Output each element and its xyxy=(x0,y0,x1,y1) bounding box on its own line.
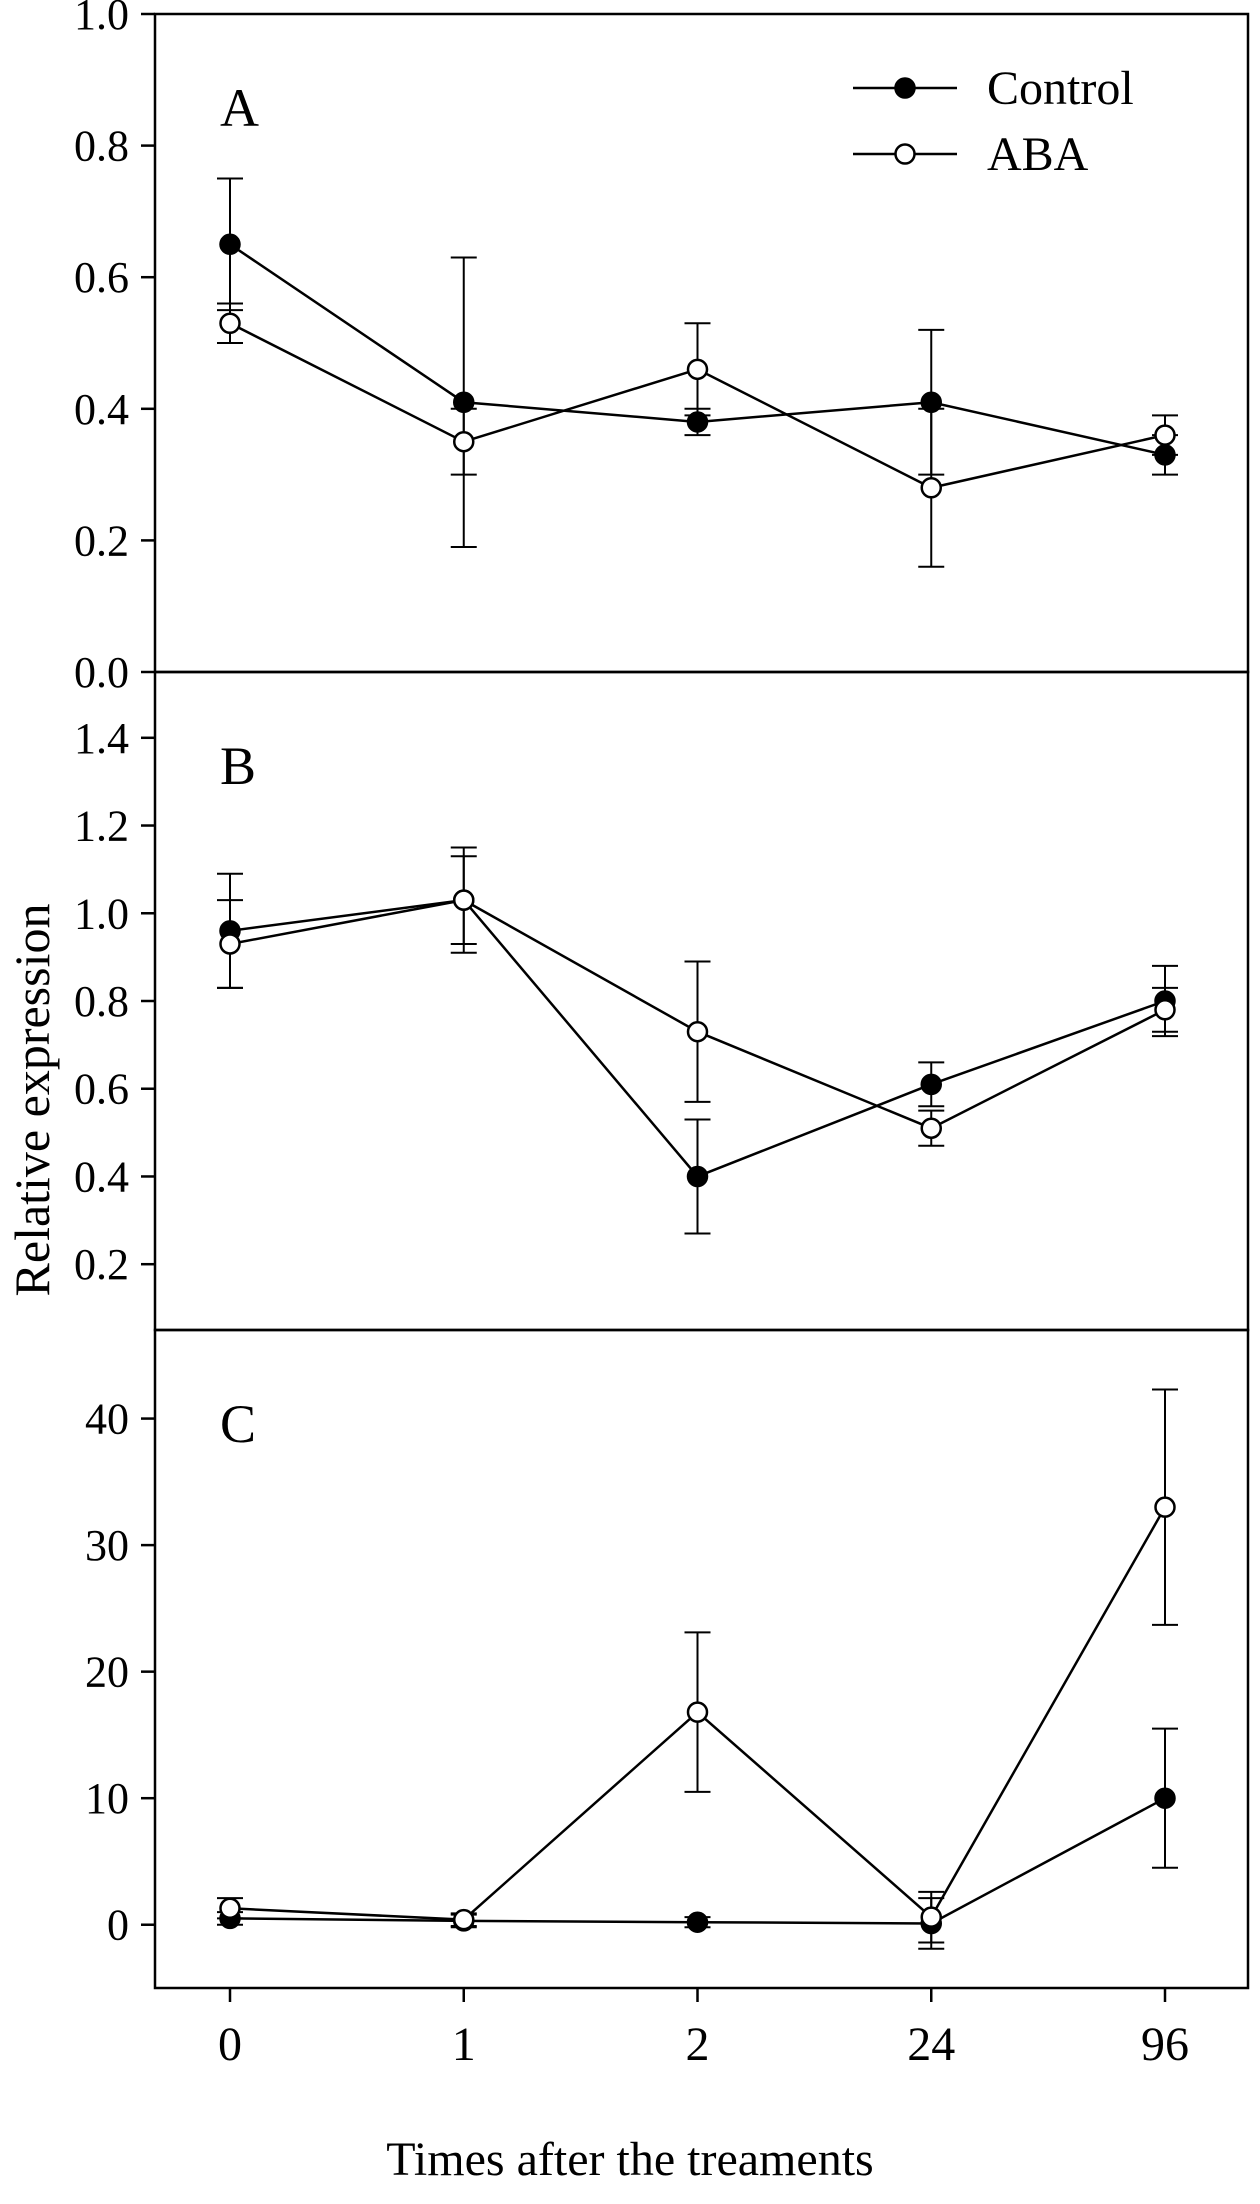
panel-letter: C xyxy=(220,1394,256,1454)
data-point-aba xyxy=(453,1908,475,1931)
series-aba xyxy=(217,846,1178,1147)
y-tick-label: 0.8 xyxy=(74,977,129,1026)
y-tick-label: 0.6 xyxy=(74,253,129,302)
data-point-control xyxy=(686,1165,709,1188)
y-axis-title: Relative expression xyxy=(4,903,60,1297)
y-tick-label: 10 xyxy=(85,1774,129,1823)
y-tick-label: 1.4 xyxy=(74,714,129,763)
y-tick-label: 0 xyxy=(107,1901,129,1950)
data-point-aba xyxy=(920,1117,942,1139)
legend-marker-aba xyxy=(894,143,916,165)
x-tick-label: 24 xyxy=(907,2018,955,2071)
panel-frame xyxy=(153,1328,1250,1990)
y-tick-label: 1.0 xyxy=(74,889,129,938)
data-point-aba xyxy=(1154,1496,1176,1518)
legend-label-control: Control xyxy=(987,62,1134,115)
y-tick-label: 0.2 xyxy=(74,1240,129,1289)
data-point-aba xyxy=(1154,424,1176,446)
data-point-aba xyxy=(686,1020,709,1043)
y-tick-label: 1.0 xyxy=(74,0,129,39)
data-point-control xyxy=(219,233,241,256)
data-point-aba xyxy=(453,430,475,453)
y-tick-label: 0.2 xyxy=(74,516,129,565)
legend-marker-control xyxy=(894,77,916,99)
data-point-aba xyxy=(219,933,241,955)
panel-C: 0 10 20 30 40 C xyxy=(85,1328,1250,1990)
series-aba xyxy=(217,1388,1178,1944)
x-tick-label: 2 xyxy=(686,2018,710,2071)
y-tick-label: 30 xyxy=(85,1521,129,1570)
data-point-aba xyxy=(920,1906,942,1928)
panel-frame xyxy=(153,670,1250,1332)
legend: Control ABA xyxy=(853,62,1134,181)
series-line-control xyxy=(229,1797,1166,1925)
data-point-control xyxy=(686,1911,709,1933)
y-tick-label: 0.6 xyxy=(74,1065,129,1114)
panel-B: 0.2 0.4 0.6 0.8 1.0 1.2 1.4 B xyxy=(74,670,1250,1332)
x-axis-title: Times after the treaments xyxy=(386,2133,874,2186)
y-tick-label: 1.2 xyxy=(74,802,129,851)
panel-letter: B xyxy=(220,736,256,796)
data-point-control xyxy=(920,1073,942,1096)
y-tick-label: 40 xyxy=(85,1395,129,1444)
data-point-aba xyxy=(219,1897,241,1920)
x-tick-label: 1 xyxy=(452,2018,476,2071)
legend-label-aba: ABA xyxy=(987,128,1089,181)
data-point-aba xyxy=(219,312,241,335)
y-tick-label: 0.8 xyxy=(74,122,129,171)
data-point-aba xyxy=(686,358,709,381)
x-tick-label: 0 xyxy=(218,2018,242,2071)
data-point-aba xyxy=(453,889,475,911)
x-tick-label: 96 xyxy=(1141,2018,1189,2071)
y-tick-label: 20 xyxy=(85,1648,129,1697)
y-tick-label: 0.4 xyxy=(74,1152,129,1201)
data-point-control xyxy=(1154,1787,1176,1809)
data-point-aba xyxy=(1154,999,1176,1021)
y-tick-label: 0.0 xyxy=(74,648,129,697)
data-point-aba xyxy=(686,1701,709,1723)
y-tick-label: 0.4 xyxy=(74,385,129,434)
panel-letter: A xyxy=(220,78,259,138)
data-point-aba xyxy=(920,477,942,499)
series-aba xyxy=(217,302,1178,568)
